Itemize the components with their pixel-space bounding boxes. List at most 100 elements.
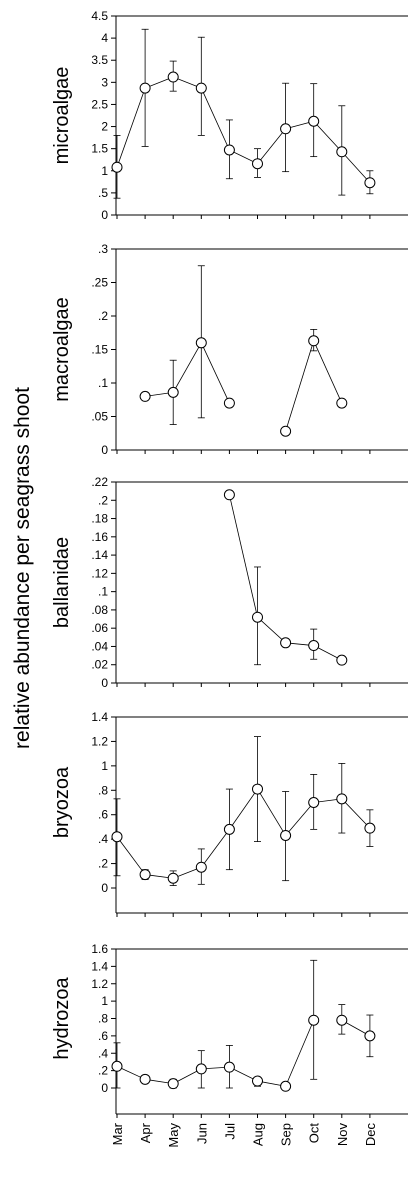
y-tick-label: .1 [98, 585, 108, 599]
data-point [223, 397, 235, 409]
y-tick-label: .8 [98, 783, 108, 797]
data-point [308, 1014, 320, 1026]
data-point [223, 1061, 235, 1073]
series-line-segment [285, 802, 315, 836]
data-point [308, 335, 320, 347]
y-tick-label: .4 [98, 832, 108, 846]
y-tick-label: 4.5 [91, 9, 108, 23]
data-point [252, 158, 263, 170]
data-point [252, 611, 263, 623]
series-line-segment [257, 128, 286, 164]
x-tick-labels: Mar Apr May Jun Jul Aug Sep Oct Nov Dec [110, 1122, 378, 1147]
y-tick-label: .15 [91, 343, 108, 357]
y-tick-label: 2 [101, 120, 108, 134]
series-line-segment [116, 836, 146, 875]
data-point [111, 161, 123, 173]
panel-ylabel: hydrozoa [51, 976, 73, 1059]
y-tick-label: .2 [98, 857, 108, 871]
y-tick-label: 1.4 [91, 959, 108, 973]
panel-ylabel: microalgae [51, 67, 73, 165]
data-point [139, 390, 151, 402]
panel-4: 0 .2 .4 .6 .8 1 1.2 1.4 bryozoa [51, 710, 408, 917]
data-point [308, 640, 320, 652]
data-point [364, 1030, 376, 1042]
y-tick-label: 1.4 [91, 710, 108, 724]
shared-ylabel: relative abundance per seagrass shoot [11, 387, 34, 749]
series-line-segment [341, 151, 371, 183]
y-tick-label: 3.5 [91, 53, 108, 67]
y-tick-label: .8 [98, 1012, 108, 1026]
y-tick-label: .12 [91, 566, 108, 580]
y-tick-label: 1.6 [91, 942, 108, 956]
data-point [139, 1073, 151, 1085]
y-tick-label: .6 [98, 1029, 108, 1043]
panel-ylabel: ballanidae [51, 537, 73, 628]
y-tick-label: 0 [101, 443, 108, 457]
data-point [280, 425, 292, 437]
series-line-segment [172, 342, 202, 393]
data-point [111, 831, 123, 843]
panel-ylabel: macroalgae [51, 297, 73, 402]
data-point [336, 793, 348, 805]
x-tick-label: Aug [251, 1123, 266, 1146]
y-tick-label: .2 [98, 309, 108, 323]
data-point [336, 1014, 348, 1026]
y-tick-label: .18 [91, 512, 108, 526]
data-point [308, 115, 320, 127]
data-point [139, 869, 151, 881]
panel-5: 0 .2 .4 .6 .8 1 1.2 1.4 1.6 hydrozoa [51, 942, 408, 1118]
y-tick-label: .6 [98, 808, 108, 822]
y-tick-label: .05 [91, 410, 108, 424]
y-tick-label: .22 [91, 475, 108, 489]
series-line-segment [313, 120, 343, 153]
data-point [223, 144, 235, 156]
data-point [280, 1080, 292, 1092]
data-point [195, 82, 207, 94]
x-tick-label: Nov [335, 1123, 350, 1147]
panel-2: 0 .05 .1 .15 .2 .25 .3 macroalgae [51, 242, 408, 457]
data-point [223, 823, 235, 835]
data-point [167, 1078, 179, 1090]
y-tick-label: 0 [101, 208, 108, 222]
data-point [167, 71, 179, 83]
y-tick-label: .5 [98, 186, 108, 200]
y-tick-label: 1 [101, 164, 108, 178]
data-point [364, 177, 376, 189]
y-tick-label: .4 [98, 1046, 108, 1060]
data-point [195, 1063, 207, 1075]
y-tick-label: .3 [98, 242, 108, 256]
series-line-segment [200, 87, 230, 151]
series-line-segment [200, 829, 230, 868]
series-line-segment [341, 798, 371, 829]
data-point [111, 1060, 123, 1072]
data-point [252, 1075, 263, 1087]
x-tick-label: Oct [307, 1123, 322, 1144]
y-tick-label: .2 [98, 493, 108, 507]
series-line-segment [229, 788, 258, 830]
panel-1: 0 .5 1 1.5 2 2.5 3 3.5 4 4.5 microalgae [51, 9, 408, 222]
data-point [280, 829, 292, 841]
y-tick-label: 0 [101, 1081, 108, 1095]
y-tick-label: .08 [91, 603, 108, 617]
series-line-segment [116, 87, 146, 168]
series-line-segment [257, 788, 286, 836]
data-point [167, 872, 179, 884]
series-line-segment [285, 1020, 315, 1087]
y-tick-label: 1.5 [91, 142, 108, 156]
data-point [336, 397, 348, 409]
panel-3: 0 .02 .04 .06 .08 .1 .12 .14 .16 .18 .2 .22 ballanid… [51, 475, 408, 690]
y-tick-label: .25 [91, 276, 108, 290]
x-tick-label: Dec [363, 1123, 378, 1147]
y-tick-label: .1 [98, 376, 108, 390]
y-tick-label: 1.2 [91, 734, 108, 748]
x-tick-label: Jul [222, 1123, 237, 1140]
y-tick-label: .02 [91, 658, 108, 672]
data-point [336, 654, 348, 666]
y-tick-label: 1 [101, 994, 108, 1008]
data-point [364, 822, 376, 834]
y-tick-label: .2 [98, 1064, 108, 1078]
y-tick-label: 1.2 [91, 977, 108, 991]
series-line-segment [257, 616, 286, 644]
panel-ylabel: bryozoa [51, 766, 73, 838]
y-tick-label: .04 [91, 639, 108, 653]
